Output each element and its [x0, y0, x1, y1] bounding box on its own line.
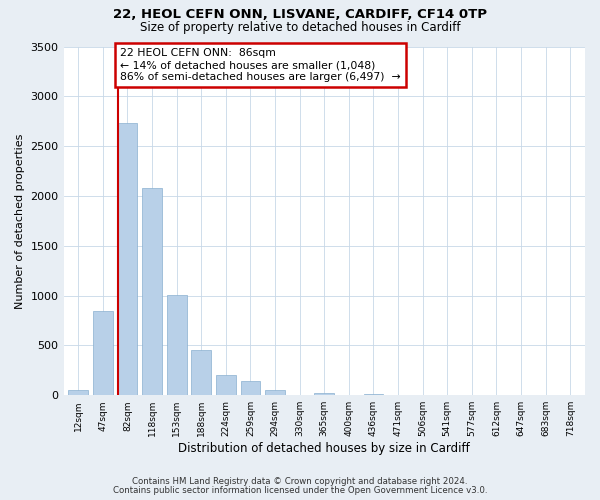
- Bar: [142, 188, 162, 395]
- Bar: [265, 390, 285, 395]
- Bar: [216, 376, 236, 395]
- Bar: [314, 392, 334, 395]
- Bar: [118, 123, 137, 395]
- Bar: [241, 381, 260, 395]
- Bar: [167, 294, 187, 395]
- Bar: [68, 390, 88, 395]
- Text: 22 HEOL CEFN ONN:  86sqm
← 14% of detached houses are smaller (1,048)
86% of sem: 22 HEOL CEFN ONN: 86sqm ← 14% of detache…: [120, 48, 401, 82]
- Text: 22, HEOL CEFN ONN, LISVANE, CARDIFF, CF14 0TP: 22, HEOL CEFN ONN, LISVANE, CARDIFF, CF1…: [113, 8, 487, 20]
- Bar: [93, 310, 113, 395]
- X-axis label: Distribution of detached houses by size in Cardiff: Distribution of detached houses by size …: [178, 442, 470, 455]
- Text: Contains HM Land Registry data © Crown copyright and database right 2024.: Contains HM Land Registry data © Crown c…: [132, 477, 468, 486]
- Text: Contains public sector information licensed under the Open Government Licence v3: Contains public sector information licen…: [113, 486, 487, 495]
- Text: Size of property relative to detached houses in Cardiff: Size of property relative to detached ho…: [140, 21, 460, 34]
- Bar: [364, 394, 383, 395]
- Y-axis label: Number of detached properties: Number of detached properties: [15, 133, 25, 308]
- Bar: [191, 350, 211, 395]
